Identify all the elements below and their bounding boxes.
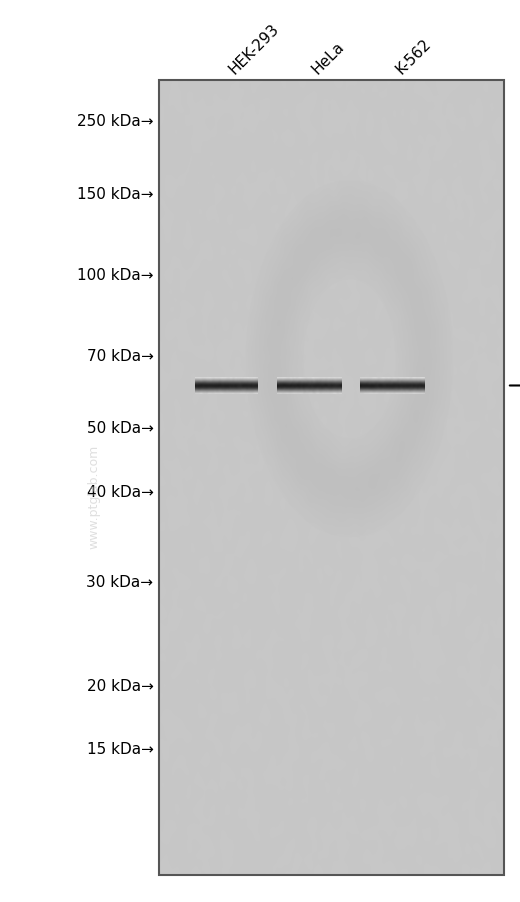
Text: 40 kDa→: 40 kDa→	[86, 484, 153, 499]
Text: K-562: K-562	[393, 36, 434, 77]
Text: HeLa: HeLa	[309, 39, 347, 77]
Text: 50 kDa→: 50 kDa→	[86, 421, 153, 436]
Text: 70 kDa→: 70 kDa→	[86, 349, 153, 364]
Text: www.ptglab.com: www.ptglab.com	[87, 444, 100, 548]
Text: 20 kDa→: 20 kDa→	[86, 678, 153, 693]
Text: 250 kDa→: 250 kDa→	[77, 115, 153, 129]
Text: 150 kDa→: 150 kDa→	[77, 187, 153, 201]
Text: HEK-293: HEK-293	[226, 21, 282, 77]
Text: 30 kDa→: 30 kDa→	[86, 575, 153, 589]
Text: 100 kDa→: 100 kDa→	[77, 268, 153, 282]
Bar	[159, 81, 504, 875]
Text: 15 kDa→: 15 kDa→	[86, 741, 153, 756]
